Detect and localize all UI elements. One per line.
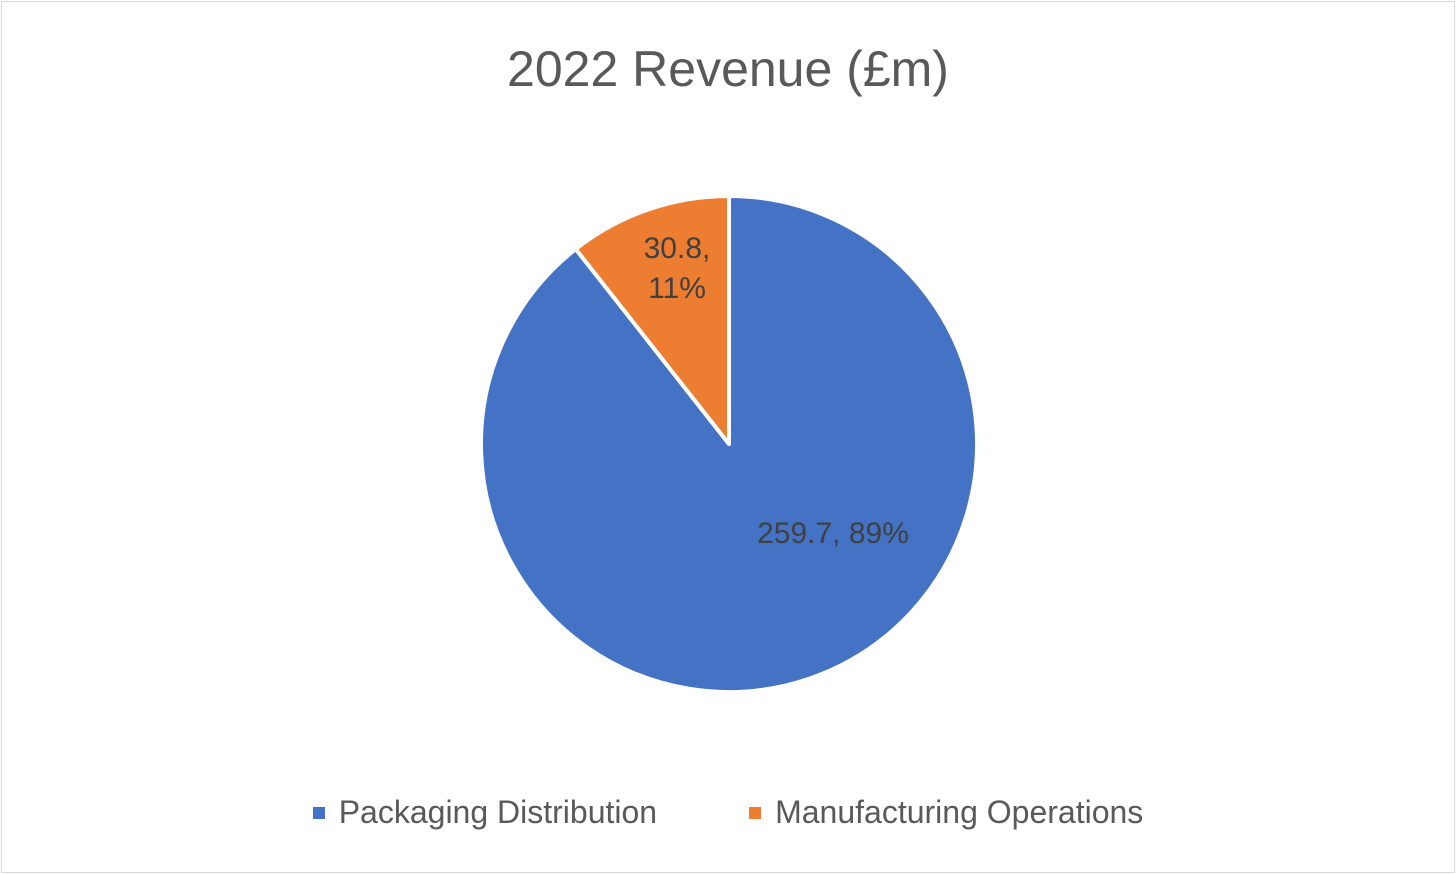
data-label-manufacturing-operations: 30.8, 11% [644, 232, 711, 305]
legend-swatch-packaging-distribution [312, 806, 325, 819]
chart-title: 2022 Revenue (£m) [507, 41, 949, 97]
legend-label-packaging-distribution: Packaging Distribution [338, 794, 658, 830]
pie-slice-manufacturing-operations [573, 194, 731, 446]
data-label-packaging-distribution: 259.7, 89% [757, 517, 909, 550]
legend-swatch-manufacturing-operations [749, 806, 762, 819]
legend: Packaging Distribution Manufacturing Ope… [2, 794, 1454, 831]
legend-item-packaging-distribution: Packaging Distribution [312, 794, 658, 831]
legend-label-manufacturing-operations: Manufacturing Operations [775, 794, 1144, 830]
legend-item-manufacturing-operations: Manufacturing Operations [749, 794, 1143, 831]
